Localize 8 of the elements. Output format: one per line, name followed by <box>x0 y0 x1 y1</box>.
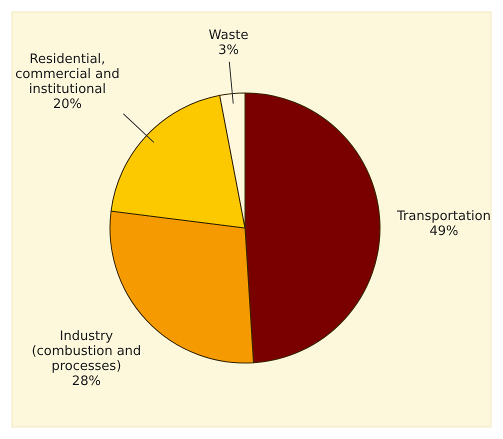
data-label: 49% <box>429 224 458 239</box>
data-label: 28% <box>72 374 101 389</box>
slice-label: Residential, commercial and institutional <box>15 52 120 98</box>
data-label: 20% <box>52 97 82 112</box>
slice-label: Industry (combustion and processes) <box>32 329 142 374</box>
slice-label: Waste <box>208 28 248 43</box>
data-label: 3% <box>218 42 239 58</box>
slice-label: Transportation <box>396 208 491 224</box>
